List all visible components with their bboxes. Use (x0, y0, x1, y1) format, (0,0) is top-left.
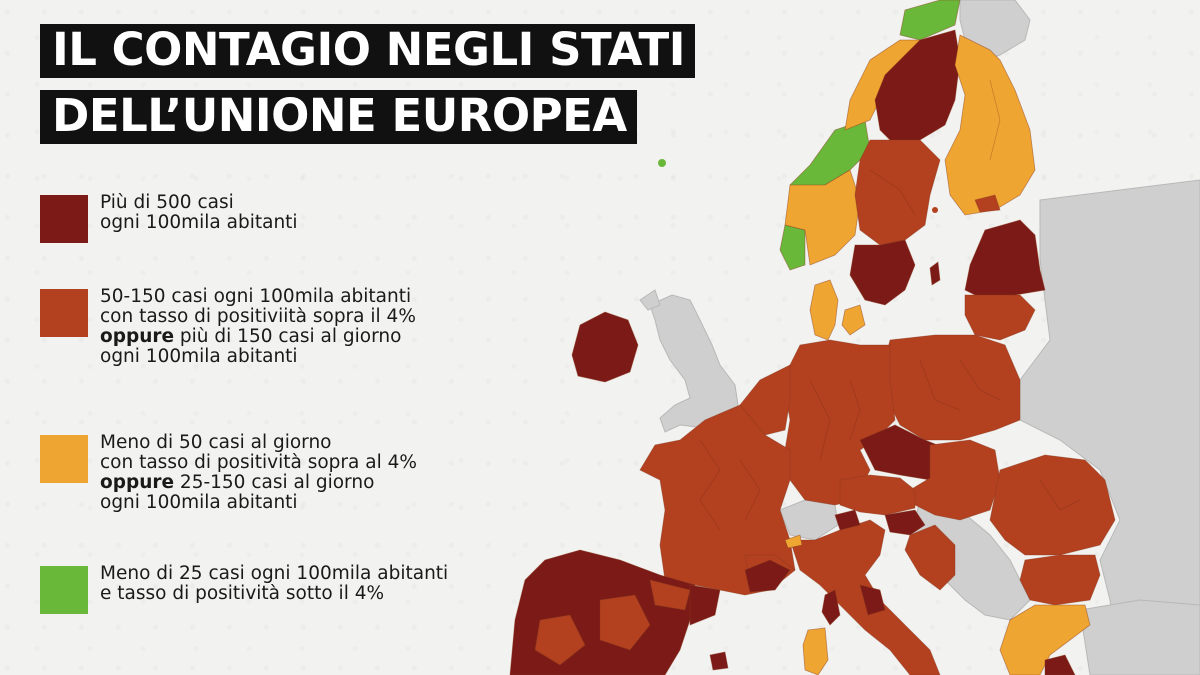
region-poland (884, 334, 1021, 441)
legend-line: con tasso di positività sopra al 4% (100, 452, 417, 473)
region-sweden-south (849, 239, 916, 306)
internal-borders (699, 79, 1081, 531)
region-east-non-eu (1019, 179, 1200, 675)
legend-emphasis: oppure (100, 472, 175, 493)
region-greece (999, 604, 1091, 675)
legend-swatch-dark-red (40, 195, 88, 243)
legend-line: ogni 100mila abitanti (100, 212, 298, 233)
region-sardinia (802, 627, 829, 675)
region-united-kingdom (649, 294, 739, 433)
region-ireland (571, 311, 639, 383)
region-corsica (821, 589, 841, 626)
legend-line: oppure più di 150 casi al giorno (100, 327, 416, 347)
region-bulgaria (1019, 554, 1101, 606)
region-norway-coast (899, 0, 961, 41)
legend-text-dark-red: Più di 500 casi ogni 100mila abitanti (100, 193, 298, 233)
region-denmark (809, 279, 839, 341)
region-catalonia (689, 584, 721, 626)
region-austria (839, 474, 916, 516)
legend-swatch-green (40, 566, 88, 614)
region-sweden-central (854, 139, 941, 246)
legend-line: Più di 500 casi (100, 192, 234, 213)
legend-line: 50-150 casi ogni 100mila abitanti (100, 286, 412, 307)
region-france (639, 404, 796, 596)
legend-line: oppure 25-150 casi al giorno (100, 473, 417, 493)
legend-line: Meno di 25 casi ogni 100mila abitanti (100, 563, 449, 584)
region-sweden-north (874, 29, 961, 146)
legend-line: Meno di 50 casi al giorno (100, 432, 332, 453)
region-romania (989, 454, 1116, 556)
region-slovenia-croatia (884, 509, 926, 536)
legend-line: con tasso di positiviità sopra il 4% (100, 306, 416, 327)
eu-regions (509, 0, 1116, 675)
legend-text-red: 50-150 casi ogni 100mila abitanti con ta… (100, 287, 416, 367)
legend-line-rest: 25-150 casi al giorno (174, 472, 375, 493)
legend-swatch-orange (40, 435, 88, 483)
title-line-2: DELL’UNIONE EUROPEA (40, 90, 637, 144)
region-norway-south (784, 169, 861, 266)
legend-line-rest: più di 150 casi al giorno (174, 326, 402, 347)
legend-line: ogni 100mila abitanti (100, 492, 298, 513)
legend-emphasis: oppure (100, 326, 175, 347)
region-estonia-latvia (964, 219, 1046, 301)
legend-swatch-red (40, 289, 88, 337)
legend-text-green: Meno di 25 casi ogni 100mila abitanti e … (100, 564, 448, 604)
legend-line: ogni 100mila abitanti (100, 346, 298, 367)
legend-text-orange: Meno di 50 casi al giorno con tasso di p… (100, 433, 417, 513)
region-slovakia-hungary (909, 439, 1001, 521)
legend-line: e tasso di positività sotto il 4% (100, 583, 385, 604)
title-line-1: IL CONTAGIO NEGLI STATI (40, 24, 695, 78)
region-lithuania (964, 294, 1036, 341)
non-eu-land (639, 0, 1200, 675)
region-finland (944, 34, 1036, 216)
region-norway-coast-3 (779, 224, 806, 271)
